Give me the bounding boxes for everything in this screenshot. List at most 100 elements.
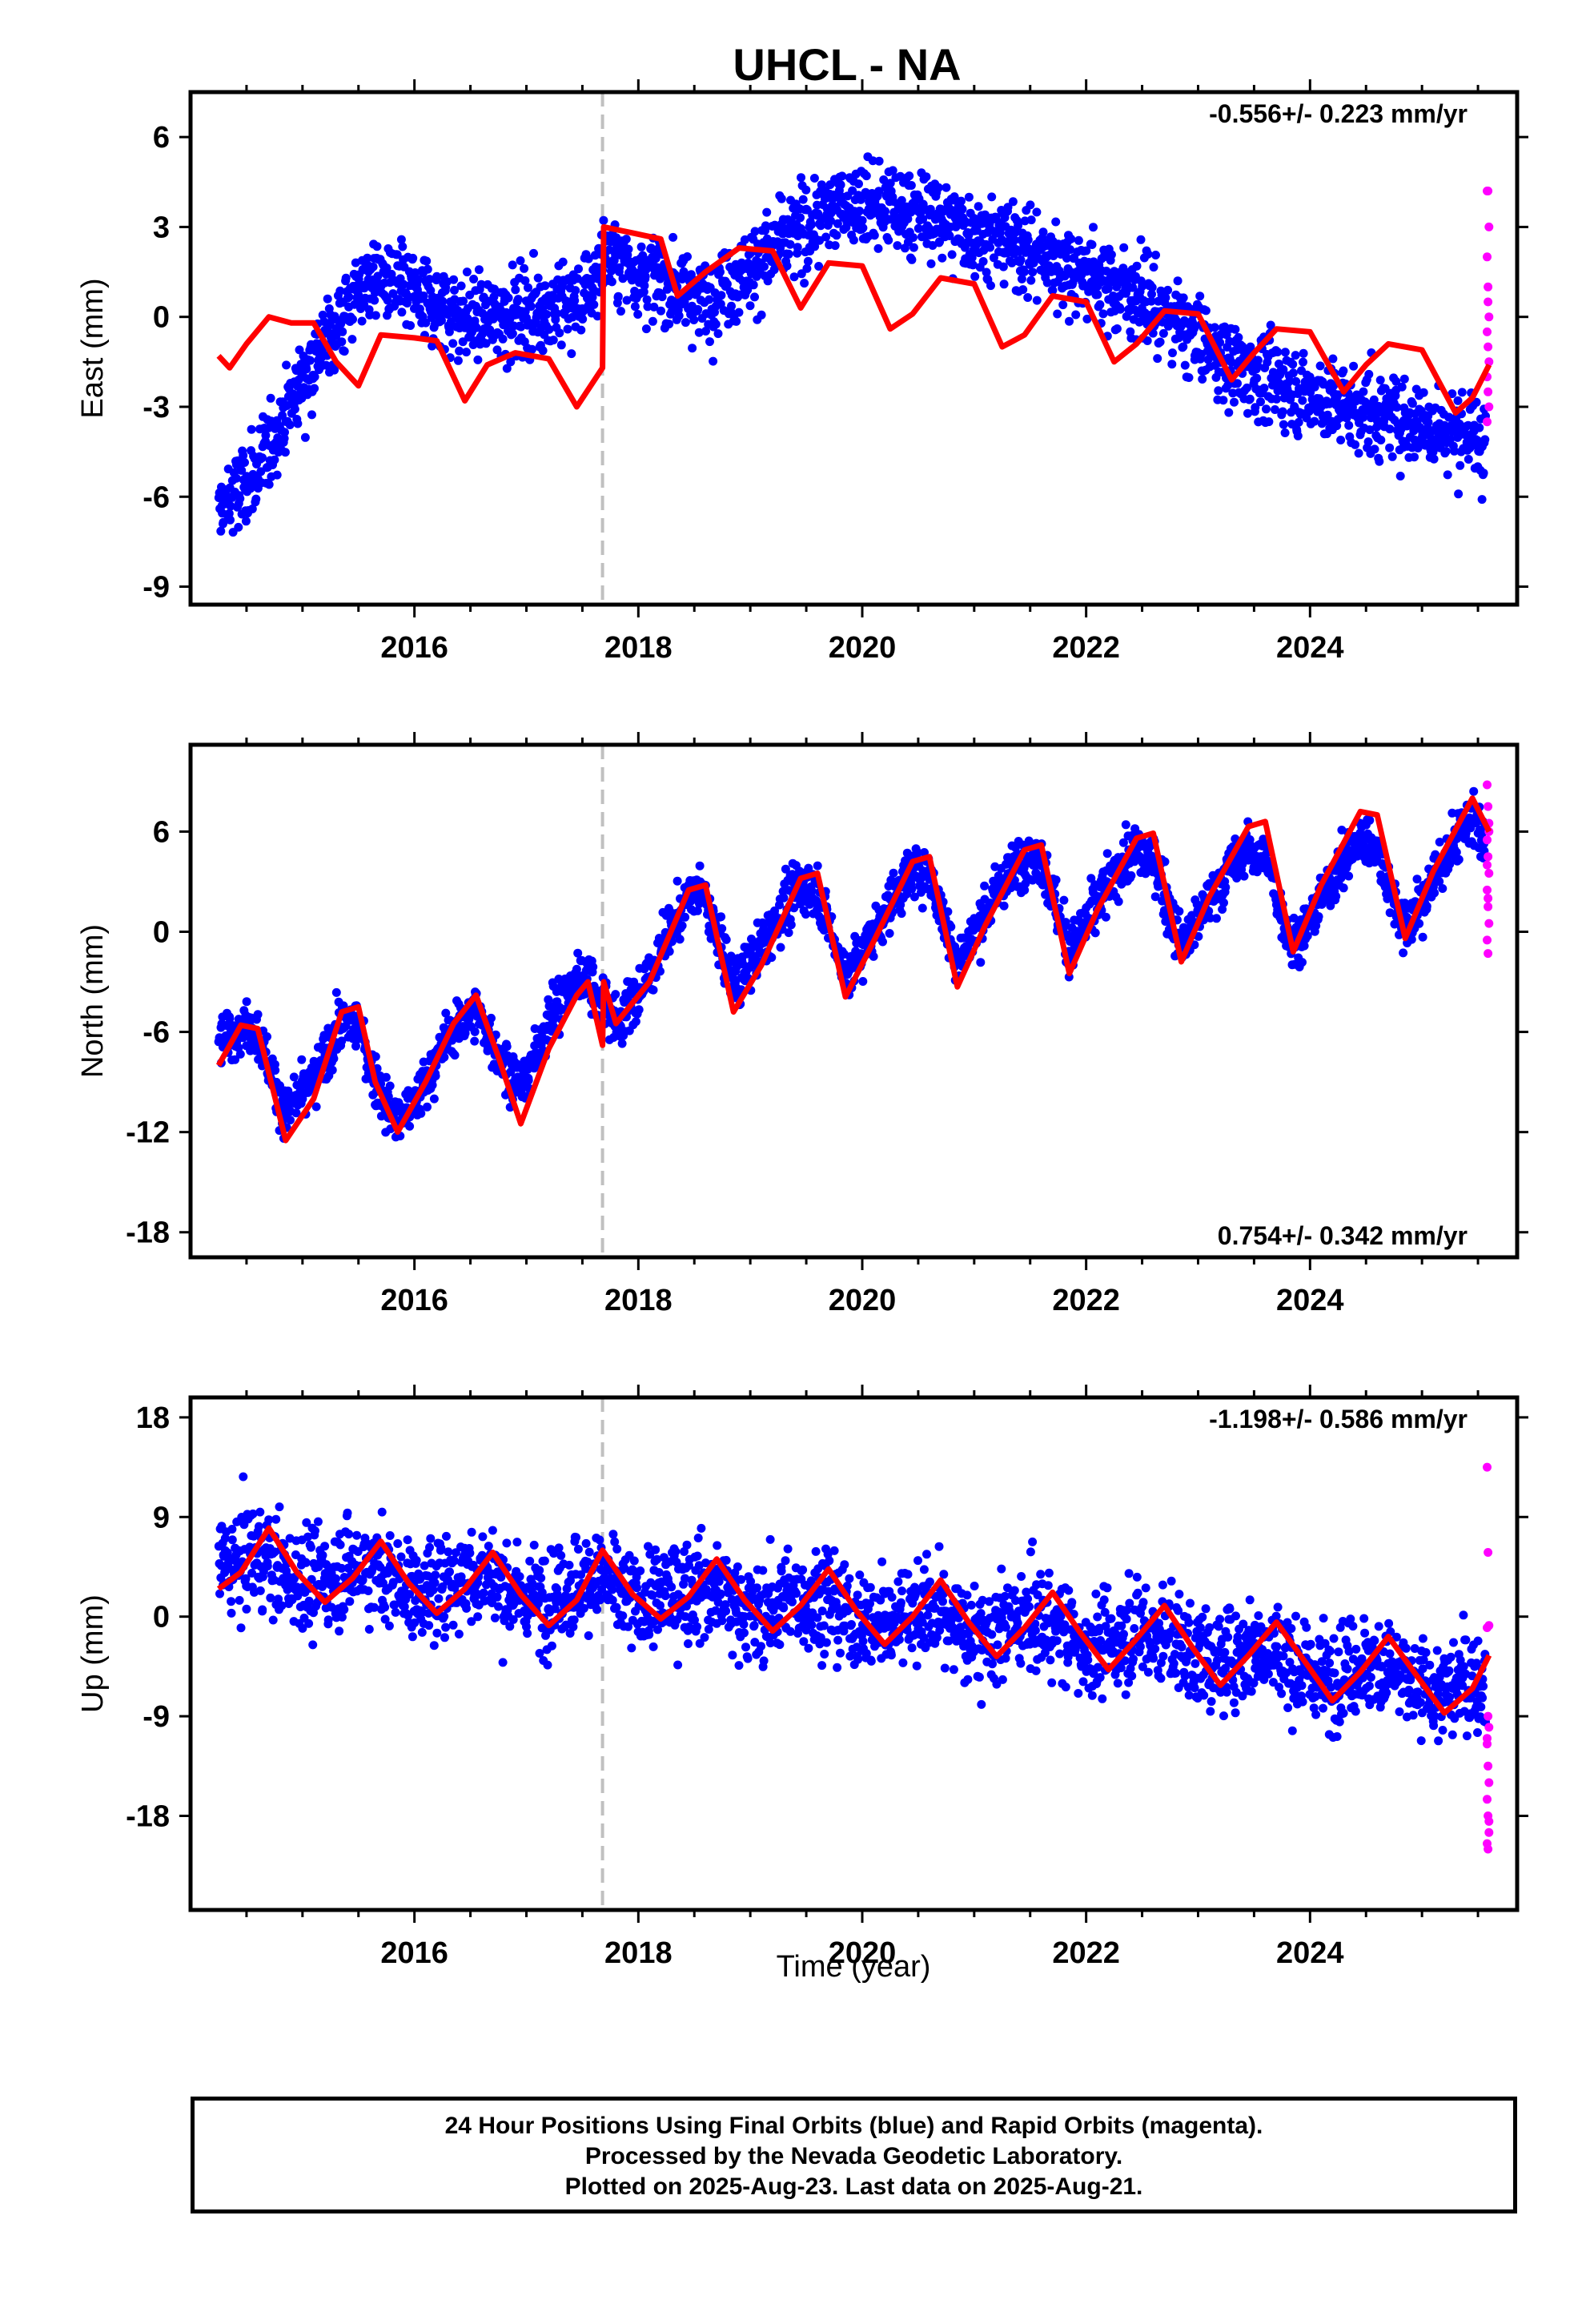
final-orbit-point bbox=[1087, 240, 1097, 249]
final-orbit-point bbox=[701, 327, 710, 336]
final-orbit-point bbox=[1212, 914, 1221, 923]
final-orbit-point bbox=[1198, 375, 1207, 384]
final-orbit-point bbox=[1219, 898, 1228, 907]
final-orbit-point bbox=[1280, 428, 1290, 437]
final-orbit-point bbox=[425, 275, 434, 284]
final-orbit-point bbox=[348, 315, 357, 324]
final-orbit-point bbox=[1315, 394, 1324, 404]
y-tick-label: -6 bbox=[143, 1016, 170, 1050]
final-orbit-point bbox=[290, 404, 299, 414]
final-orbit-point bbox=[337, 1036, 347, 1046]
final-orbit-point bbox=[310, 372, 319, 381]
final-orbit-point bbox=[640, 271, 650, 281]
final-orbit-point bbox=[1376, 436, 1386, 444]
final-orbit-point bbox=[273, 433, 283, 443]
final-orbit-point bbox=[1365, 425, 1375, 435]
final-orbit-point bbox=[884, 235, 893, 245]
final-orbit-point bbox=[855, 207, 865, 215]
final-orbit-point bbox=[1115, 304, 1125, 314]
final-orbit-point bbox=[1089, 223, 1098, 232]
final-orbit-point bbox=[833, 219, 842, 228]
final-orbit-point bbox=[611, 990, 620, 999]
final-orbit-point bbox=[1428, 448, 1438, 456]
final-orbit-point bbox=[1058, 300, 1068, 310]
final-orbit-point bbox=[1126, 870, 1136, 880]
final-orbit-point bbox=[934, 183, 943, 192]
velocity-label: -0.556+/- 0.223 mm/yr bbox=[1209, 99, 1468, 128]
final-orbit-point bbox=[1288, 360, 1298, 369]
final-orbit-point bbox=[422, 256, 432, 266]
final-orbit-point bbox=[1014, 247, 1024, 256]
final-orbit-point bbox=[1447, 389, 1457, 399]
final-orbit-point bbox=[1329, 381, 1339, 391]
final-orbit-point bbox=[800, 279, 809, 288]
final-orbit-point bbox=[1201, 306, 1211, 316]
final-orbit-point bbox=[1026, 275, 1036, 285]
final-orbit-point bbox=[869, 231, 879, 240]
final-orbit-point bbox=[813, 209, 823, 219]
final-orbit-point bbox=[1066, 234, 1076, 243]
final-orbit-point bbox=[1397, 382, 1407, 392]
final-orbit-point bbox=[649, 302, 659, 312]
final-orbit-point bbox=[1218, 905, 1227, 914]
final-orbit-point bbox=[258, 453, 267, 463]
final-orbit-point bbox=[1252, 867, 1262, 877]
final-orbit-point bbox=[372, 242, 382, 251]
final-orbit-point bbox=[385, 1081, 395, 1091]
final-orbit-point bbox=[235, 494, 245, 504]
final-orbit-point bbox=[727, 301, 736, 311]
final-orbit-point bbox=[368, 262, 378, 271]
final-orbit-point bbox=[848, 186, 857, 195]
final-orbit-point bbox=[1210, 323, 1219, 332]
final-orbit-point bbox=[942, 183, 951, 192]
final-orbit-point bbox=[344, 292, 354, 302]
final-orbit-point bbox=[1469, 786, 1479, 796]
final-orbit-point bbox=[1252, 373, 1262, 383]
final-orbit-point bbox=[449, 275, 459, 284]
final-orbit-point bbox=[1446, 435, 1455, 444]
final-orbit-point bbox=[1174, 907, 1184, 916]
final-orbit-point bbox=[693, 304, 703, 314]
final-orbit-point bbox=[323, 294, 332, 304]
final-orbit-point bbox=[1363, 437, 1373, 447]
final-orbit-point bbox=[693, 906, 702, 915]
final-orbit-point bbox=[224, 509, 234, 518]
final-orbit-point bbox=[241, 517, 251, 526]
final-orbit-point bbox=[760, 262, 769, 271]
final-orbit-point bbox=[405, 1121, 415, 1131]
final-orbit-point bbox=[285, 420, 295, 429]
final-orbit-point bbox=[548, 336, 558, 345]
final-orbit-point bbox=[542, 310, 552, 319]
final-orbit-point bbox=[1429, 454, 1439, 464]
final-orbit-point bbox=[1315, 361, 1325, 371]
final-orbit-point bbox=[438, 296, 448, 306]
final-orbit-point bbox=[943, 907, 953, 916]
final-orbit-point bbox=[286, 1116, 295, 1125]
rapid-orbit-point bbox=[1484, 222, 1494, 231]
plot-area bbox=[214, 1397, 1494, 1910]
final-orbit-point bbox=[1082, 246, 1091, 255]
y-axis-label: North (mm) bbox=[76, 924, 110, 1078]
final-orbit-point bbox=[743, 285, 753, 295]
final-orbit-point bbox=[1423, 417, 1433, 427]
final-orbit-point bbox=[1441, 447, 1451, 456]
final-orbit-point bbox=[945, 231, 954, 240]
final-orbit-point bbox=[1008, 197, 1018, 207]
final-orbit-point bbox=[770, 906, 779, 915]
final-orbit-point bbox=[624, 244, 633, 254]
y-tick-label: -12 bbox=[126, 1116, 170, 1150]
final-orbit-point bbox=[584, 254, 593, 263]
rapid-orbit-point bbox=[1483, 860, 1492, 870]
final-orbit-point bbox=[450, 1051, 460, 1060]
final-orbit-point bbox=[1221, 883, 1231, 892]
final-orbit-point bbox=[781, 864, 790, 874]
final-orbit-point bbox=[786, 920, 796, 930]
final-orbit-point bbox=[392, 250, 402, 259]
final-orbit-point bbox=[918, 215, 928, 224]
final-orbit-points bbox=[214, 152, 1490, 537]
final-orbit-point bbox=[1310, 416, 1319, 426]
final-orbit-point bbox=[473, 355, 483, 364]
final-orbit-point bbox=[469, 275, 479, 283]
final-orbit-point bbox=[646, 243, 656, 253]
